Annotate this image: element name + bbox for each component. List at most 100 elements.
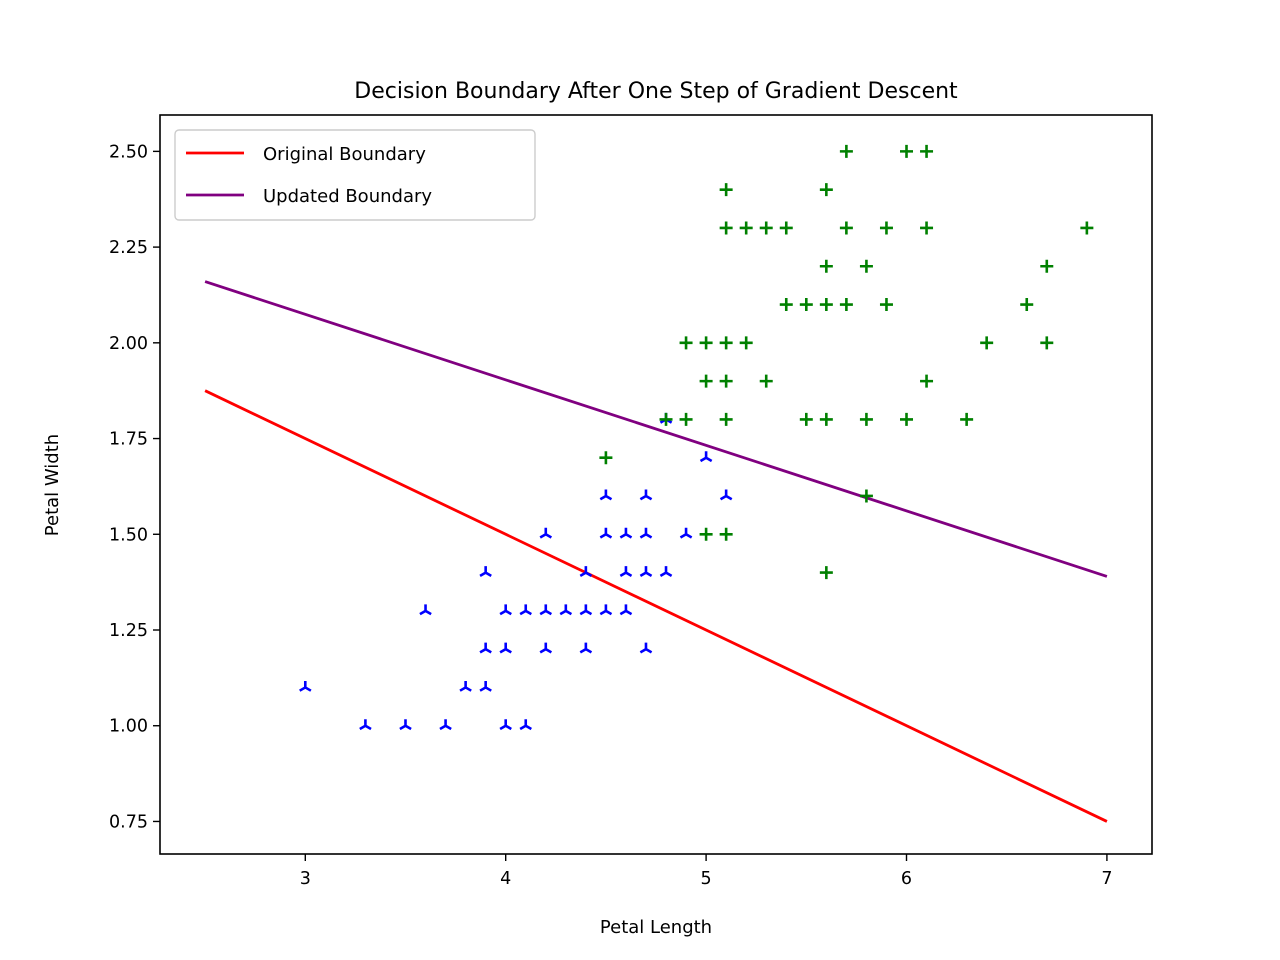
s2-point-13 xyxy=(719,183,733,197)
s1-point-12 xyxy=(499,604,512,616)
s2-point-14 xyxy=(739,336,753,350)
s2-point-35 xyxy=(900,412,914,426)
s2-point-28 xyxy=(839,221,853,235)
y-tick-label-5: 1.75 xyxy=(109,430,148,450)
s1-point-32 xyxy=(659,566,673,577)
s2-point-6 xyxy=(699,374,713,388)
y-tick-label-4: 1.50 xyxy=(109,525,148,545)
s2-point-41 xyxy=(980,336,994,350)
s1-point-8 xyxy=(479,642,492,654)
s1-point-29 xyxy=(639,566,653,577)
s2-point-10 xyxy=(719,374,733,388)
scatter-series-2 xyxy=(599,144,1094,580)
s2-point-20 xyxy=(799,412,813,426)
y-tick-label-3: 1.25 xyxy=(109,621,148,641)
s2-point-30 xyxy=(859,489,873,503)
s2-point-15 xyxy=(739,221,753,235)
x-axis-label: Petal Length xyxy=(600,917,712,938)
s2-point-23 xyxy=(819,412,833,426)
y-axis-label: Petal Width xyxy=(42,434,63,536)
s1-point-1 xyxy=(299,680,312,692)
s1-point-30 xyxy=(639,527,653,539)
s2-point-4 xyxy=(679,336,693,350)
s1-point-23 xyxy=(599,527,613,539)
s1-point-20 xyxy=(579,604,593,616)
s1-point-4 xyxy=(419,604,432,616)
legend-label-2: Updated Boundary xyxy=(263,186,432,207)
s2-point-22 xyxy=(819,566,833,580)
y-tick-label-8: 2.50 xyxy=(109,142,148,162)
s2-point-29 xyxy=(839,144,853,158)
s2-point-33 xyxy=(879,298,893,312)
legend-box xyxy=(174,129,536,221)
s1-point-24 xyxy=(599,489,613,501)
s1-point-26 xyxy=(619,566,633,577)
y-tick-label-1: 0.75 xyxy=(109,812,148,832)
x-tick-label-3: 5 xyxy=(701,869,712,889)
s1-point-11 xyxy=(499,642,512,654)
s1-point-7 xyxy=(479,680,492,692)
s1-point-36 xyxy=(719,489,733,501)
s1-point-25 xyxy=(619,604,633,616)
s1-point-35 xyxy=(699,451,713,463)
s1-point-2 xyxy=(359,719,372,731)
x-tick-label-1: 3 xyxy=(300,869,311,889)
s2-point-27 xyxy=(839,298,853,312)
s2-point-5 xyxy=(699,527,713,541)
chart-title: Decision Boundary After One Step of Grad… xyxy=(354,79,958,104)
s1-point-14 xyxy=(519,604,532,616)
s2-point-7 xyxy=(699,336,713,350)
plot-area: 3 4 5 6 7 0.75 1.00 1.25 1.50 1.75 2.00 2.25 2.50 Ori… xyxy=(109,114,1153,889)
s2-point-38 xyxy=(920,221,934,235)
s1-point-10 xyxy=(499,719,512,731)
x-tick-label-5: 7 xyxy=(1101,869,1112,889)
s2-point-43 xyxy=(1040,336,1054,350)
y-tick-label-7: 2.25 xyxy=(109,238,148,258)
s2-point-37 xyxy=(920,374,934,388)
x-tick-label-2: 4 xyxy=(500,869,511,889)
s2-point-39 xyxy=(920,144,934,158)
s1-point-5 xyxy=(439,719,452,731)
s2-point-24 xyxy=(819,298,833,312)
s2-point-11 xyxy=(719,336,733,350)
s2-point-3 xyxy=(679,412,693,426)
s1-point-19 xyxy=(579,642,593,654)
s1-point-21 xyxy=(579,566,593,577)
s2-point-42 xyxy=(1020,298,1034,312)
s1-point-3 xyxy=(399,719,412,731)
s2-point-26 xyxy=(819,183,833,197)
s2-point-21 xyxy=(799,298,813,312)
s2-point-8 xyxy=(719,527,733,541)
s2-point-36 xyxy=(900,144,914,158)
axes-frame xyxy=(159,114,1153,855)
s2-point-25 xyxy=(819,259,833,273)
s2-point-1 xyxy=(599,451,613,465)
s2-point-44 xyxy=(1040,259,1054,273)
s1-point-9 xyxy=(479,566,492,577)
legend-label-1: Original Boundary xyxy=(263,144,426,165)
s1-point-13 xyxy=(519,719,532,731)
s2-point-18 xyxy=(779,298,793,312)
s1-point-22 xyxy=(599,604,613,616)
y-tick-label-6: 2.00 xyxy=(109,334,148,354)
s1-point-18 xyxy=(559,604,573,616)
y-tick-label-2: 1.00 xyxy=(109,717,148,737)
s2-point-9 xyxy=(719,412,733,426)
s2-point-17 xyxy=(759,221,773,235)
s1-point-27 xyxy=(619,527,633,539)
s1-point-17 xyxy=(539,527,553,539)
s2-point-12 xyxy=(719,221,733,235)
series-line-2 xyxy=(204,280,1108,578)
s1-point-34 xyxy=(679,527,693,539)
s2-point-45 xyxy=(1080,221,1094,235)
s1-point-15 xyxy=(539,642,553,654)
s1-point-16 xyxy=(539,604,553,616)
s2-point-34 xyxy=(879,221,893,235)
s2-point-16 xyxy=(759,374,773,388)
s1-point-28 xyxy=(639,642,653,654)
s2-point-32 xyxy=(859,259,873,273)
series-line-1 xyxy=(204,389,1108,823)
s1-point-6 xyxy=(459,680,472,692)
legend: Original Boundary Updated Boundary xyxy=(174,129,536,221)
